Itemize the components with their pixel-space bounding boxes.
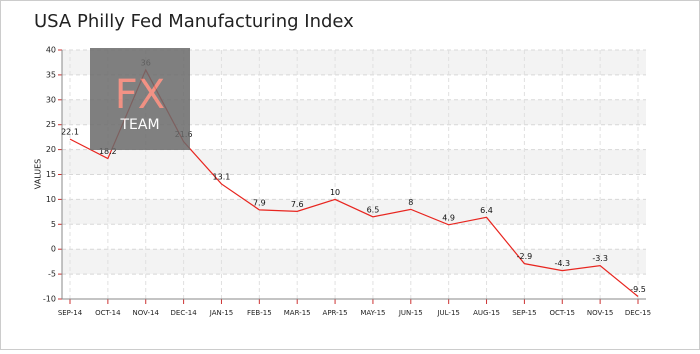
x-tick-label: JUL-15 bbox=[436, 309, 459, 317]
x-tick-label: JAN-15 bbox=[209, 309, 233, 317]
grid-band bbox=[62, 249, 646, 275]
data-label: 7.9 bbox=[253, 198, 266, 207]
x-tick-label: DEC-15 bbox=[625, 309, 651, 317]
x-tick-label: AUG-15 bbox=[473, 309, 500, 317]
x-tick-label: JUN-15 bbox=[398, 309, 423, 317]
logo-fx: FX bbox=[115, 72, 165, 118]
y-tick-label: 35 bbox=[46, 70, 56, 79]
x-tick-label: NOV-15 bbox=[587, 309, 613, 317]
y-tick-label: 0 bbox=[51, 245, 56, 254]
x-tick-label: NOV-14 bbox=[133, 309, 160, 317]
x-tick-label: MAR-15 bbox=[284, 309, 311, 317]
y-tick-label: 30 bbox=[46, 95, 56, 104]
data-label: 13.1 bbox=[213, 172, 231, 181]
x-tick-label: SEP-15 bbox=[512, 309, 536, 317]
x-tick-label: OCT-15 bbox=[550, 309, 575, 317]
x-tick-label: MAY-15 bbox=[360, 309, 385, 317]
y-tick-label: 10 bbox=[46, 195, 56, 204]
y-tick-label: 25 bbox=[46, 120, 56, 129]
x-tick-label: OCT-14 bbox=[95, 309, 121, 317]
x-tick-label: FEB-15 bbox=[247, 309, 272, 317]
y-tick-label: -10 bbox=[43, 295, 56, 304]
y-tick-label: 40 bbox=[46, 46, 56, 55]
data-label: 8 bbox=[408, 198, 413, 207]
data-label: 18.2 bbox=[99, 147, 117, 156]
y-axis-label: VALUES bbox=[34, 159, 43, 189]
data-label: -9.5 bbox=[630, 285, 646, 294]
data-label: 7.6 bbox=[291, 200, 304, 209]
y-tick-label: 20 bbox=[46, 145, 56, 154]
data-label: 22.1 bbox=[61, 128, 79, 137]
data-label: 6.5 bbox=[367, 205, 380, 214]
data-label: 4.9 bbox=[442, 213, 455, 222]
grid-band bbox=[62, 199, 646, 225]
y-tick-label: -5 bbox=[48, 270, 56, 279]
data-label: -4.3 bbox=[554, 259, 570, 268]
y-tick-label: 15 bbox=[46, 170, 56, 179]
data-label: 6.4 bbox=[480, 206, 493, 215]
y-tick-label: 5 bbox=[51, 220, 56, 229]
logo: FX TEAM bbox=[90, 48, 190, 150]
chart-title: USA Philly Fed Manufacturing Index bbox=[34, 11, 354, 32]
x-tick-label: DEC-14 bbox=[171, 309, 198, 317]
logo-box bbox=[90, 48, 190, 150]
data-label: -3.3 bbox=[592, 254, 608, 263]
x-tick-label: SEP-14 bbox=[58, 309, 83, 317]
grid-band bbox=[62, 149, 646, 175]
data-label: 10 bbox=[330, 188, 340, 197]
logo-team: TEAM bbox=[119, 117, 159, 133]
x-tick-label: APR-15 bbox=[323, 309, 348, 317]
data-label: -2.9 bbox=[517, 252, 533, 261]
